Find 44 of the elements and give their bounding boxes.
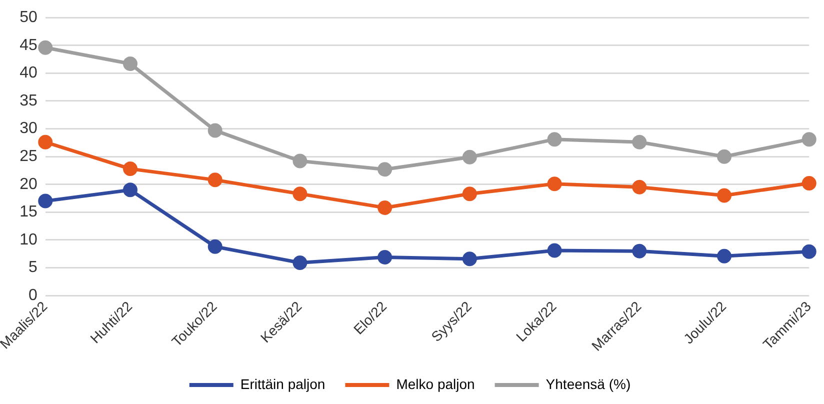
point	[292, 154, 308, 168]
point	[378, 162, 392, 177]
y-tick-label: 10	[20, 231, 38, 248]
point	[462, 252, 477, 266]
point	[208, 123, 222, 138]
point	[38, 134, 53, 150]
y-tick-label: 50	[20, 9, 38, 26]
point	[208, 172, 222, 188]
point	[547, 243, 562, 258]
point	[717, 248, 732, 264]
point	[632, 244, 647, 258]
y-tick-label: 20	[20, 176, 38, 193]
y-tick-label: 30	[20, 120, 38, 138]
point	[547, 176, 562, 192]
y-tick-label: 5	[28, 259, 38, 276]
legend-label: Yhteensä (%)	[546, 376, 631, 392]
point	[292, 186, 308, 202]
y-tick-label: 40	[20, 64, 38, 82]
point	[632, 180, 647, 194]
legend-label: Erittäin paljon	[240, 376, 326, 392]
y-tick-label: 25	[20, 148, 38, 165]
legend-label: Melko paljon	[396, 376, 475, 392]
point	[378, 250, 392, 264]
point	[208, 239, 222, 254]
point	[378, 200, 392, 215]
y-tick-label: 35	[20, 92, 38, 110]
point	[38, 194, 53, 208]
point	[292, 256, 308, 270]
point	[462, 150, 477, 164]
point	[717, 188, 732, 203]
point	[802, 176, 816, 191]
point	[122, 162, 138, 176]
y-tick-label: 15	[20, 204, 38, 221]
point	[802, 132, 816, 147]
point	[717, 149, 732, 164]
point	[122, 56, 138, 71]
point	[122, 182, 138, 198]
y-tick-label: 0	[28, 286, 38, 304]
point	[632, 134, 647, 150]
y-tick-label: 45	[20, 36, 38, 54]
point	[547, 132, 562, 147]
point	[462, 186, 477, 202]
point	[802, 244, 816, 259]
point	[38, 40, 53, 55]
